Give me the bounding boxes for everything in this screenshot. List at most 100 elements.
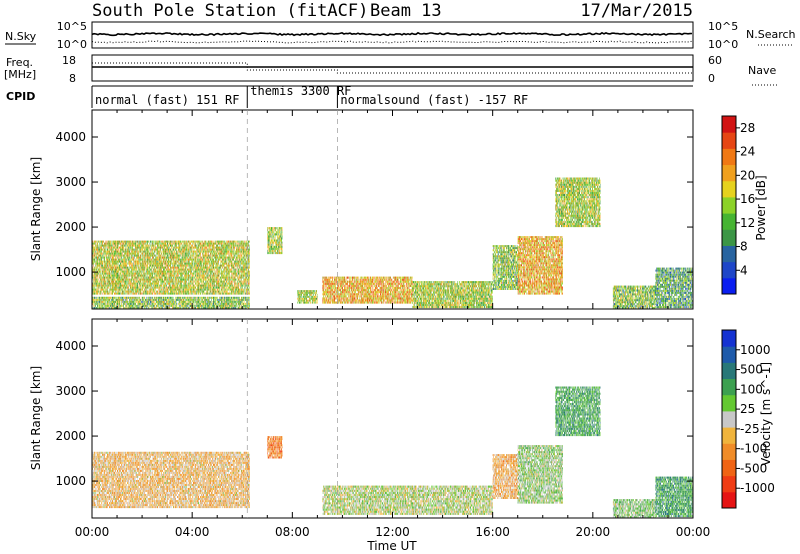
data-cell (186, 270, 188, 273)
data-cell (149, 262, 150, 265)
data-cell (160, 262, 161, 265)
data-cell (96, 280, 98, 283)
data-cell (140, 244, 142, 247)
data-cell (116, 268, 118, 271)
data-cell (94, 292, 96, 295)
data-cell (173, 286, 175, 289)
data-cell (134, 284, 135, 287)
data-cell (177, 286, 179, 289)
data-cell (100, 278, 102, 281)
data-cell (112, 264, 113, 267)
data-cell (159, 260, 161, 263)
data-cell (163, 240, 164, 243)
data-cell (169, 250, 170, 253)
data-cell (147, 242, 148, 245)
data-cell (132, 242, 133, 245)
data-cell (126, 278, 128, 281)
data-cell (143, 276, 144, 279)
data-cell (146, 284, 147, 287)
data-cell (93, 286, 95, 289)
data-cell (186, 272, 188, 275)
data-cell (143, 258, 145, 261)
data-cell (166, 258, 168, 261)
data-cell (152, 242, 153, 245)
data-cell (172, 248, 173, 251)
data-cell (193, 280, 195, 283)
data-cell (179, 286, 180, 289)
data-cell (180, 260, 181, 263)
data-cell (176, 260, 177, 263)
data-cell (185, 260, 186, 263)
data-cell (193, 282, 194, 285)
data-cell (113, 254, 114, 257)
data-cell (176, 252, 177, 255)
data-cell (183, 248, 185, 251)
data-cell (161, 256, 162, 259)
data-cell (92, 268, 94, 271)
data-cell (186, 242, 187, 245)
data-cell (102, 282, 103, 285)
data-cell (136, 284, 137, 287)
data-cell (174, 272, 175, 275)
data-cell (133, 288, 134, 291)
data-cell (137, 246, 138, 249)
data-cell (160, 250, 162, 253)
data-cell (165, 292, 166, 295)
data-cell (135, 252, 137, 255)
data-cell (99, 264, 100, 267)
data-cell (197, 242, 198, 245)
data-cell (196, 264, 197, 267)
data-cell (99, 264, 100, 267)
data-cell (142, 280, 143, 283)
data-cell (107, 258, 108, 261)
data-cell (181, 250, 182, 253)
data-cell (170, 240, 172, 243)
data-cell (112, 266, 114, 269)
data-cell (184, 278, 186, 281)
data-cell (94, 288, 95, 291)
data-cell (144, 248, 145, 251)
data-cell (185, 248, 187, 251)
data-cell (137, 254, 138, 257)
data-cell (95, 248, 97, 251)
data-cell (144, 284, 146, 287)
data-cell (95, 274, 97, 277)
data-cell (118, 278, 120, 281)
data-cell (127, 240, 128, 243)
data-cell (120, 250, 122, 253)
data-cell (150, 276, 151, 279)
data-cell (140, 256, 141, 259)
data-cell (180, 264, 181, 267)
data-cell (191, 256, 192, 259)
data-cell (165, 244, 166, 247)
data-cell (158, 280, 159, 283)
data-cell (155, 270, 157, 273)
data-cell (144, 274, 146, 277)
data-cell (113, 276, 115, 279)
data-cell (122, 270, 123, 273)
data-cell (122, 252, 123, 255)
data-cell (183, 272, 184, 275)
data-cell (155, 282, 156, 285)
data-cell (166, 290, 167, 293)
data-cell (101, 244, 103, 247)
data-cell (187, 262, 189, 265)
data-cell (175, 250, 177, 253)
data-cell (103, 262, 105, 265)
data-cell (129, 252, 131, 255)
data-cell (184, 282, 186, 285)
data-cell (146, 288, 147, 291)
data-cell (142, 268, 143, 271)
data-cell (123, 266, 125, 269)
data-cell (170, 264, 171, 267)
data-cell (170, 256, 171, 259)
data-cell (94, 280, 95, 283)
data-cell (151, 284, 153, 287)
data-cell (143, 244, 144, 247)
data-cell (101, 280, 103, 283)
data-cell (104, 286, 106, 289)
data-cell (167, 248, 168, 251)
data-cell (148, 270, 150, 273)
data-cell (192, 276, 194, 279)
data-cell (132, 244, 133, 247)
